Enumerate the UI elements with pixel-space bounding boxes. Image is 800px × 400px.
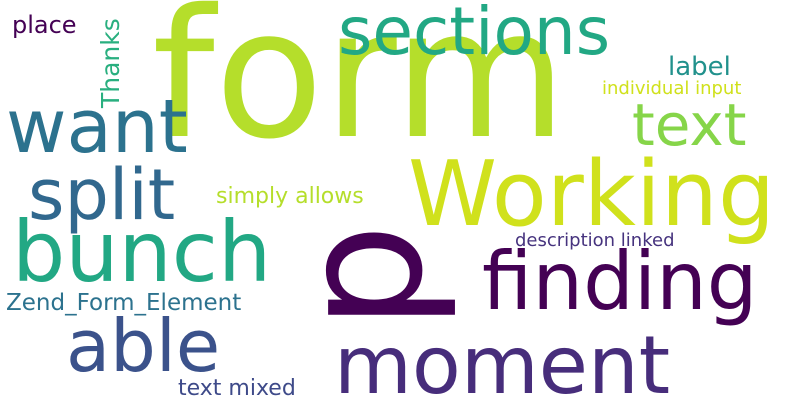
word-text-mixed: text mixed	[178, 376, 296, 400]
word-zend-form-element: Zend_Form_Element	[6, 290, 242, 316]
word-working: Working	[408, 142, 776, 247]
word-form: form	[152, 0, 568, 178]
word-simply-allows: simply allows	[216, 184, 364, 209]
word-place: place	[12, 11, 77, 39]
word-moment: moment	[334, 319, 671, 400]
word-sections: sections	[338, 0, 611, 70]
word-label: label	[668, 52, 731, 82]
word-able: able	[66, 304, 221, 388]
word-description-linked: description linked	[515, 230, 675, 251]
word-bunch: bunch	[12, 203, 272, 301]
word-individual-input: individual input	[602, 78, 742, 99]
word-thanks: Thanks	[96, 18, 125, 108]
word-finding: finding	[482, 235, 758, 328]
word-want: want	[6, 84, 188, 170]
word-split: split	[28, 154, 176, 236]
word-text-big: text	[632, 91, 747, 159]
